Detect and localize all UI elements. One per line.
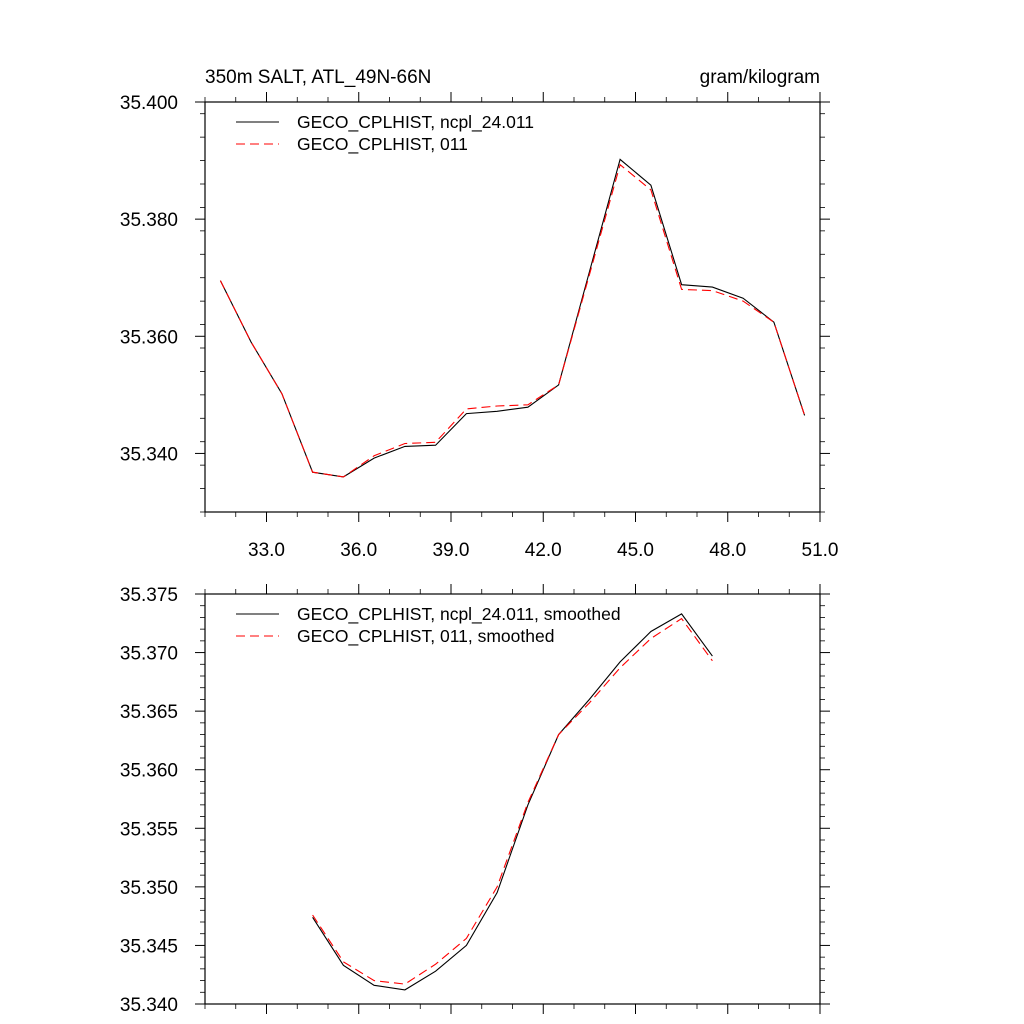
y-tick-label: 35.340 [120,995,178,1016]
legend-label-2: GECO_CPLHIST, 011 [297,134,468,155]
y-tick-label: 35.360 [120,761,178,782]
series-line-1 [219,158,806,478]
bottom-panel-smoothed: 35.340 35.345 35.350 35.355 35.360 35.365 35.3… [120,584,830,1016]
series-line-2 [312,617,713,985]
x-tick-label: 42.0 [525,540,562,561]
series-line-1 [312,613,713,991]
y-tick-label: 35.350 [120,878,178,899]
plot-title-right: gram/kilogram [700,67,820,88]
x-tick-label: 45.0 [617,540,654,561]
series-line-2 [219,163,806,478]
y-tick-label: 35.360 [120,327,178,348]
x-tick-label: 48.0 [709,540,746,561]
x-tick-label: 33.0 [248,540,285,561]
y-tick-label: 35.355 [120,819,178,840]
plot-frame [204,593,821,1005]
y-tick-label: 35.400 [120,93,178,114]
legend-label-1: GECO_CPLHIST, ncpl_24.011, smoothed [297,604,621,625]
y-tick-label: 35.375 [120,585,178,606]
plot-frame [204,101,821,513]
y-tick-label: 35.345 [120,936,178,957]
y-tick-label: 35.340 [120,444,178,465]
y-tick-label: 35.365 [120,702,178,723]
legend-label-1: GECO_CPLHIST, ncpl_24.011 [297,112,534,133]
x-tick-label: 36.0 [340,540,377,561]
plot-title-left: 350m SALT, ATL_49N-66N [205,67,431,88]
y-tick-label: 35.380 [120,210,178,231]
legend-label-2: GECO_CPLHIST, 011, smoothed [297,626,554,647]
x-tick-label: 39.0 [433,540,470,561]
top-panel-raw: 33.0 36.0 39.0 42.0 45.0 48.0 51.0 35.340 35.360… [120,92,839,561]
x-tick-label: 51.0 [802,540,839,561]
y-tick-label: 35.370 [120,644,178,665]
